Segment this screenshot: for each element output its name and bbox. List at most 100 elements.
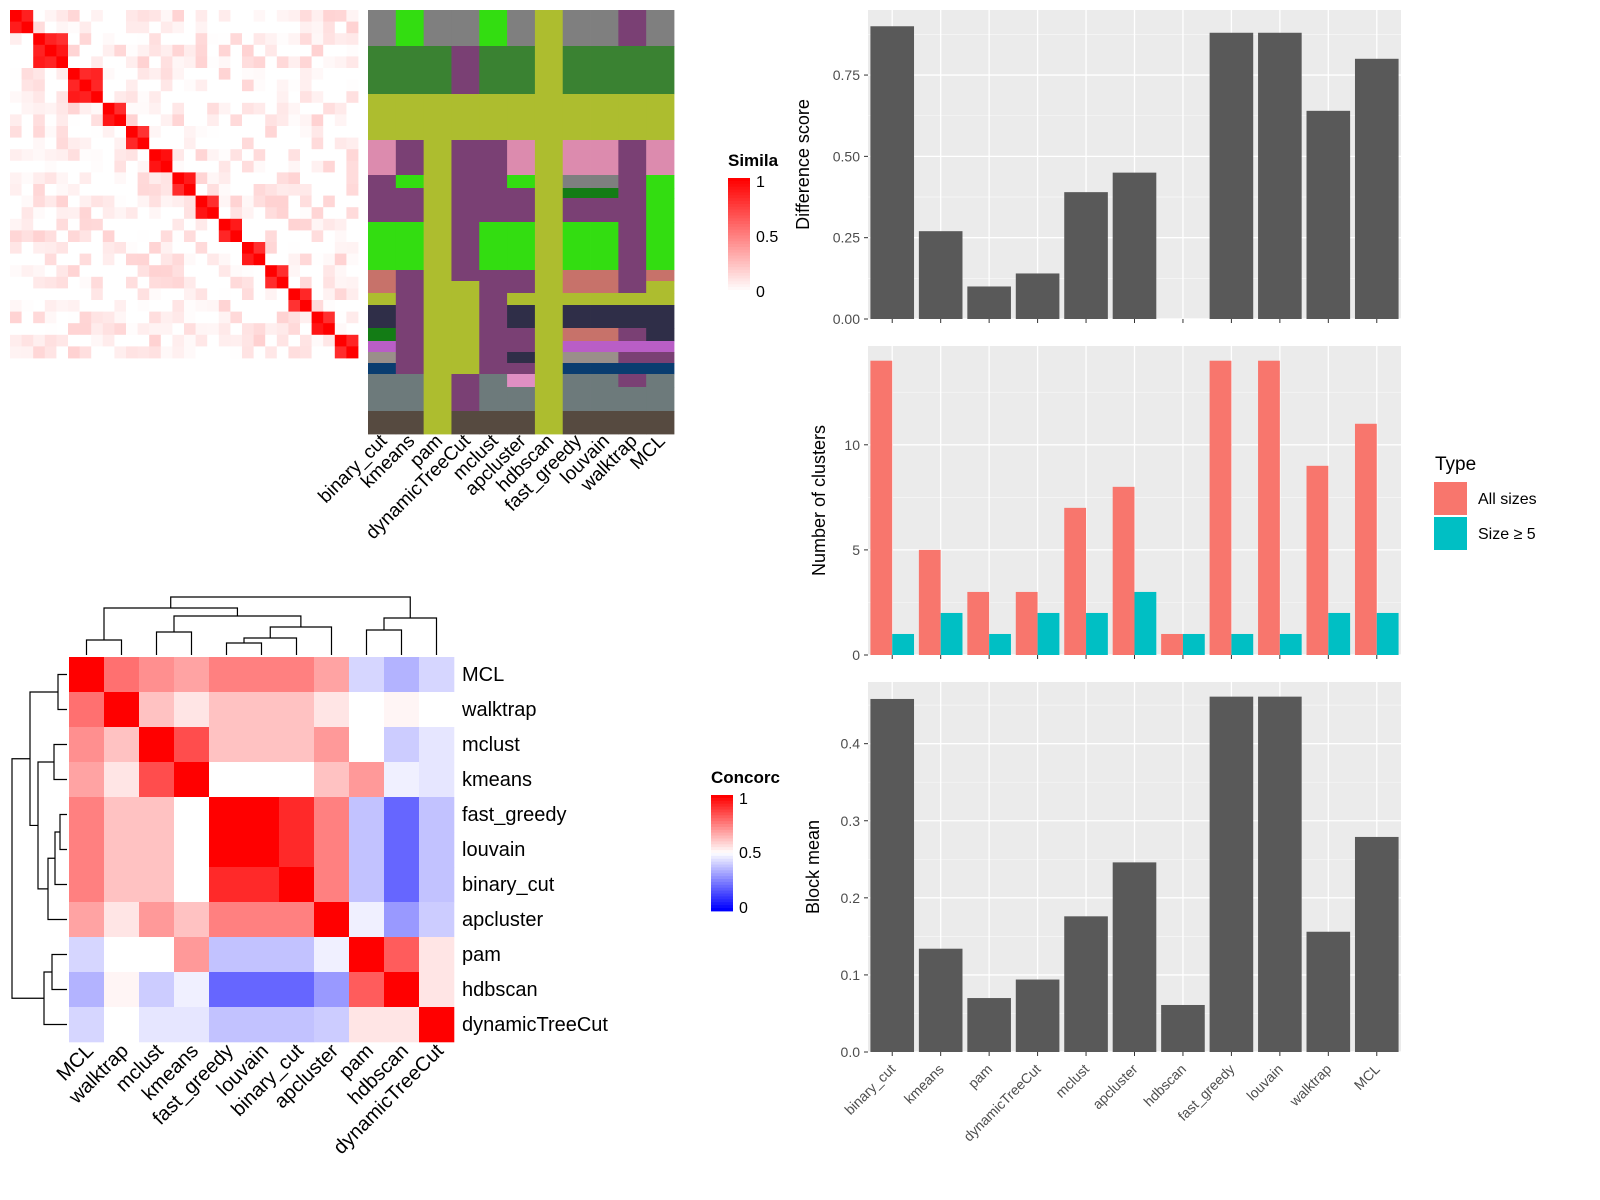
similarity-cell — [56, 56, 69, 69]
cluster-assignment-cell — [562, 328, 591, 342]
bar-all-sizes — [1354, 423, 1377, 655]
similarity-cell — [300, 195, 312, 208]
cluster-assignment-cell — [618, 363, 647, 375]
similarity-cell — [346, 184, 359, 196]
similarity-cell — [288, 195, 301, 208]
similarity-cell — [288, 10, 301, 22]
similarity-cell — [346, 207, 359, 220]
similarity-cell — [33, 300, 46, 312]
similarity-cell — [10, 346, 22, 359]
similarity-cell — [137, 184, 150, 196]
similarity-cell — [114, 149, 127, 162]
similarity-cell — [288, 137, 301, 150]
similarity-cell — [33, 230, 46, 243]
similarity-cell — [288, 126, 301, 138]
dendrogram-branch — [173, 615, 302, 632]
similarity-cell — [102, 44, 115, 57]
cluster-assignment-cell — [451, 328, 480, 342]
similarity-cell — [137, 288, 150, 301]
similarity-cell — [149, 56, 162, 69]
similarity-cell — [79, 56, 92, 69]
similarity-cell — [346, 149, 359, 162]
similarity-cell — [56, 346, 69, 359]
concordance-row-label: binary_cut — [462, 874, 555, 896]
similarity-cell — [288, 44, 301, 57]
similarity-cell — [311, 311, 324, 324]
dendrogram-branch — [47, 857, 67, 921]
concordance-cell — [209, 727, 245, 763]
similarity-cell — [44, 300, 57, 312]
similarity-cell — [114, 68, 127, 80]
similarity-cell — [172, 56, 185, 69]
dendrogram-branch — [225, 642, 263, 655]
similarity-cell — [91, 102, 104, 115]
similarity-cell — [311, 195, 324, 208]
concordance-cell — [209, 867, 245, 903]
similarity-cell — [288, 300, 301, 312]
bar-size-ge-5 — [940, 612, 963, 655]
cluster-assignment-cell — [451, 293, 480, 306]
similarity-cell — [68, 149, 80, 162]
similarity-cell — [137, 230, 150, 243]
similarity-legend-gradient-step — [728, 246, 750, 251]
concordance-row-label: walktrap — [461, 699, 536, 721]
concordance-cell — [69, 692, 105, 728]
similarity-cell — [311, 126, 324, 138]
similarity-cell — [253, 184, 266, 196]
similarity-cell — [21, 102, 34, 115]
similarity-cell — [114, 242, 127, 254]
similarity-cell — [91, 184, 104, 196]
similarity-cell — [21, 10, 34, 22]
similarity-cell — [56, 149, 69, 162]
similarity-cell — [102, 79, 115, 92]
similarity-cell — [149, 207, 162, 220]
cluster-assignment-cell — [451, 188, 480, 199]
cluster-assignment-cell — [423, 94, 452, 141]
concordance-legend-gradient-step — [711, 899, 733, 903]
similarity-cell — [21, 114, 34, 127]
similarity-cell — [218, 68, 231, 80]
similarity-cell — [311, 56, 324, 69]
similarity-legend-gradient-step — [728, 186, 750, 190]
concordance-cell — [314, 692, 350, 728]
similarity-cell — [102, 334, 115, 347]
similarity-cell — [195, 311, 208, 324]
similarity-cell — [311, 21, 324, 34]
cluster-assignment-cell — [590, 198, 619, 223]
concordance-cell — [69, 727, 105, 763]
similarity-cell — [184, 160, 196, 173]
concordance-row-label: apcluster — [462, 909, 543, 931]
concordance-legend-gradient-step — [711, 887, 733, 892]
similarity-cell — [218, 21, 231, 34]
similarity-cell — [33, 253, 46, 266]
cluster-assignment-cell — [451, 175, 480, 189]
cluster-assignment-cell — [562, 387, 591, 412]
bar-size-ge-5 — [1134, 591, 1157, 655]
x-tick-label: louvain — [1243, 1061, 1286, 1104]
similarity-cell — [288, 160, 301, 173]
cluster-assignment-cell — [479, 10, 508, 47]
cluster-assignment-cell — [534, 140, 564, 176]
similarity-cell — [334, 276, 347, 289]
bar — [967, 286, 1011, 319]
similarity-cell — [137, 195, 150, 208]
bar-all-sizes — [1306, 465, 1329, 655]
cluster-assignment-cell — [479, 94, 508, 141]
concordance-cell — [244, 832, 280, 868]
similarity-cell — [126, 253, 138, 266]
cluster-assignment-cell — [368, 198, 397, 223]
concordance-cell — [209, 692, 245, 728]
similarity-cell — [137, 21, 150, 34]
cluster-assignment-cell — [590, 387, 619, 412]
similarity-cell — [56, 195, 69, 208]
cluster-assignment-cell — [507, 270, 536, 282]
similarity-cell — [68, 242, 80, 254]
similarity-cell — [33, 21, 46, 34]
similarity-cell — [230, 56, 243, 69]
cluster-assignment-cell — [368, 175, 397, 189]
similarity-cell — [114, 288, 127, 301]
similarity-legend-gradient-step — [728, 249, 750, 254]
similarity-legend-gradient-step — [728, 221, 750, 225]
similarity-cell — [68, 300, 80, 312]
cluster-assignment-cell — [590, 281, 619, 294]
